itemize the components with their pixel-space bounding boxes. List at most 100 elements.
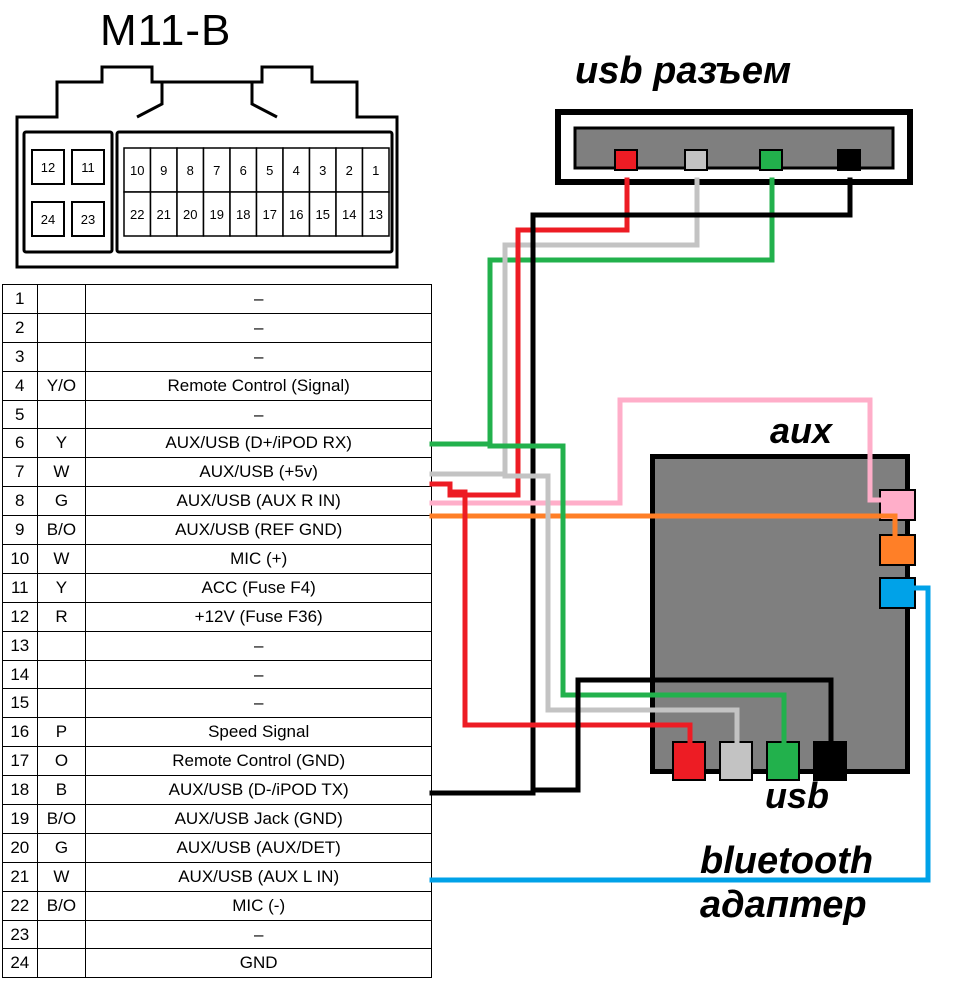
table-row: 1– bbox=[3, 285, 432, 314]
pin-color-code bbox=[37, 313, 86, 342]
svg-text:13: 13 bbox=[369, 207, 383, 222]
pin-description: – bbox=[86, 313, 432, 342]
svg-text:18: 18 bbox=[236, 207, 250, 222]
svg-text:12: 12 bbox=[41, 160, 55, 175]
table-row: 22B/OMIC (-) bbox=[3, 891, 432, 920]
pin-number: 1 bbox=[3, 285, 38, 314]
pin-description: MIC (-) bbox=[86, 891, 432, 920]
table-row: 24GND bbox=[3, 949, 432, 978]
aux-label: aux bbox=[770, 410, 832, 452]
pin-number: 18 bbox=[3, 776, 38, 805]
bluetooth-label-line2: адаптер bbox=[700, 884, 867, 926]
pin-color-code: O bbox=[37, 747, 86, 776]
pin-color-code bbox=[37, 660, 86, 689]
svg-text:1: 1 bbox=[372, 163, 379, 178]
diagram-stage: M11-B usb разъем aux usb bluetooth адапт… bbox=[0, 0, 960, 993]
pin-description: – bbox=[86, 400, 432, 429]
pin-number: 11 bbox=[3, 573, 38, 602]
pin-number: 10 bbox=[3, 545, 38, 574]
pin-description: Speed Signal bbox=[86, 718, 432, 747]
pin-number: 13 bbox=[3, 631, 38, 660]
pin-number: 3 bbox=[3, 342, 38, 371]
pin-color-code bbox=[37, 400, 86, 429]
pin-number: 23 bbox=[3, 920, 38, 949]
bluetooth-label: bluetooth адаптер bbox=[700, 840, 873, 927]
pin-description: AUX/USB (+5v) bbox=[86, 458, 432, 487]
table-row: 9B/OAUX/USB (REF GND) bbox=[3, 516, 432, 545]
pinout-table: 1–2–3–4Y/ORemote Control (Signal)5–6YAUX… bbox=[2, 284, 432, 978]
pin-color-code bbox=[37, 689, 86, 718]
pin-description: – bbox=[86, 660, 432, 689]
svg-text:14: 14 bbox=[342, 207, 356, 222]
pin-color-code: G bbox=[37, 487, 86, 516]
pin-description: MIC (+) bbox=[86, 545, 432, 574]
pin-number: 6 bbox=[3, 429, 38, 458]
svg-text:5: 5 bbox=[266, 163, 273, 178]
pin-description: Remote Control (GND) bbox=[86, 747, 432, 776]
pin-color-code: W bbox=[37, 862, 86, 891]
pin-description: AUX/USB (D+/iPOD RX) bbox=[86, 429, 432, 458]
pin-number: 2 bbox=[3, 313, 38, 342]
svg-text:3: 3 bbox=[319, 163, 326, 178]
pin-number: 7 bbox=[3, 458, 38, 487]
svg-text:8: 8 bbox=[187, 163, 194, 178]
pin-description: – bbox=[86, 631, 432, 660]
table-row: 20GAUX/USB (AUX/DET) bbox=[3, 833, 432, 862]
pin-number: 17 bbox=[3, 747, 38, 776]
pin-description: – bbox=[86, 920, 432, 949]
table-row: 19B/OAUX/USB Jack (GND) bbox=[3, 805, 432, 834]
svg-text:20: 20 bbox=[183, 207, 197, 222]
pin-number: 8 bbox=[3, 487, 38, 516]
table-row: 3– bbox=[3, 342, 432, 371]
pin-number: 21 bbox=[3, 862, 38, 891]
pin-number: 12 bbox=[3, 602, 38, 631]
pin-description: AUX/USB Jack (GND) bbox=[86, 805, 432, 834]
table-row: 2– bbox=[3, 313, 432, 342]
table-row: 8GAUX/USB (AUX R IN) bbox=[3, 487, 432, 516]
table-row: 14 – bbox=[3, 660, 432, 689]
pin-color-code: Y bbox=[37, 573, 86, 602]
table-row: 21WAUX/USB (AUX L IN) bbox=[3, 862, 432, 891]
pin-color-code: B/O bbox=[37, 516, 86, 545]
svg-text:2: 2 bbox=[346, 163, 353, 178]
svg-text:10: 10 bbox=[130, 163, 144, 178]
pin-description: AUX/USB (AUX R IN) bbox=[86, 487, 432, 516]
pin-color-code: W bbox=[37, 458, 86, 487]
pin-description: – bbox=[86, 689, 432, 718]
svg-text:15: 15 bbox=[316, 207, 330, 222]
table-row: 13 – bbox=[3, 631, 432, 660]
pin-number: 24 bbox=[3, 949, 38, 978]
table-row: 4Y/ORemote Control (Signal) bbox=[3, 371, 432, 400]
pin-color-code: B/O bbox=[37, 805, 86, 834]
pin-color-code: B/O bbox=[37, 891, 86, 920]
pin-color-code: G bbox=[37, 833, 86, 862]
bluetooth-label-line1: bluetooth bbox=[700, 840, 873, 882]
pin-description: AUX/USB (REF GND) bbox=[86, 516, 432, 545]
svg-text:21: 21 bbox=[157, 207, 171, 222]
pin-color-code bbox=[37, 342, 86, 371]
pin-description: +12V (Fuse F36) bbox=[86, 602, 432, 631]
table-row: 16PSpeed Signal bbox=[3, 718, 432, 747]
table-row: 12R+12V (Fuse F36) bbox=[3, 602, 432, 631]
pin-color-code bbox=[37, 920, 86, 949]
pin-description: AUX/USB (AUX L IN) bbox=[86, 862, 432, 891]
svg-text:6: 6 bbox=[240, 163, 247, 178]
pin-number: 16 bbox=[3, 718, 38, 747]
pin-color-code: R bbox=[37, 602, 86, 631]
table-row: 10WMIC (+) bbox=[3, 545, 432, 574]
connector-title: M11-B bbox=[100, 6, 231, 56]
pin-description: ACC (Fuse F4) bbox=[86, 573, 432, 602]
svg-text:11: 11 bbox=[81, 160, 95, 175]
pin-number: 20 bbox=[3, 833, 38, 862]
pin-color-code: Y/O bbox=[37, 371, 86, 400]
table-row: 23 – bbox=[3, 920, 432, 949]
pin-number: 9 bbox=[3, 516, 38, 545]
pin-description: AUX/USB (AUX/DET) bbox=[86, 833, 432, 862]
usb-socket-icon bbox=[555, 106, 915, 191]
pin-color-code: Y bbox=[37, 429, 86, 458]
svg-text:9: 9 bbox=[160, 163, 167, 178]
svg-text:22: 22 bbox=[130, 207, 144, 222]
pin-number: 14 bbox=[3, 660, 38, 689]
svg-text:23: 23 bbox=[81, 212, 95, 227]
pin-number: 19 bbox=[3, 805, 38, 834]
